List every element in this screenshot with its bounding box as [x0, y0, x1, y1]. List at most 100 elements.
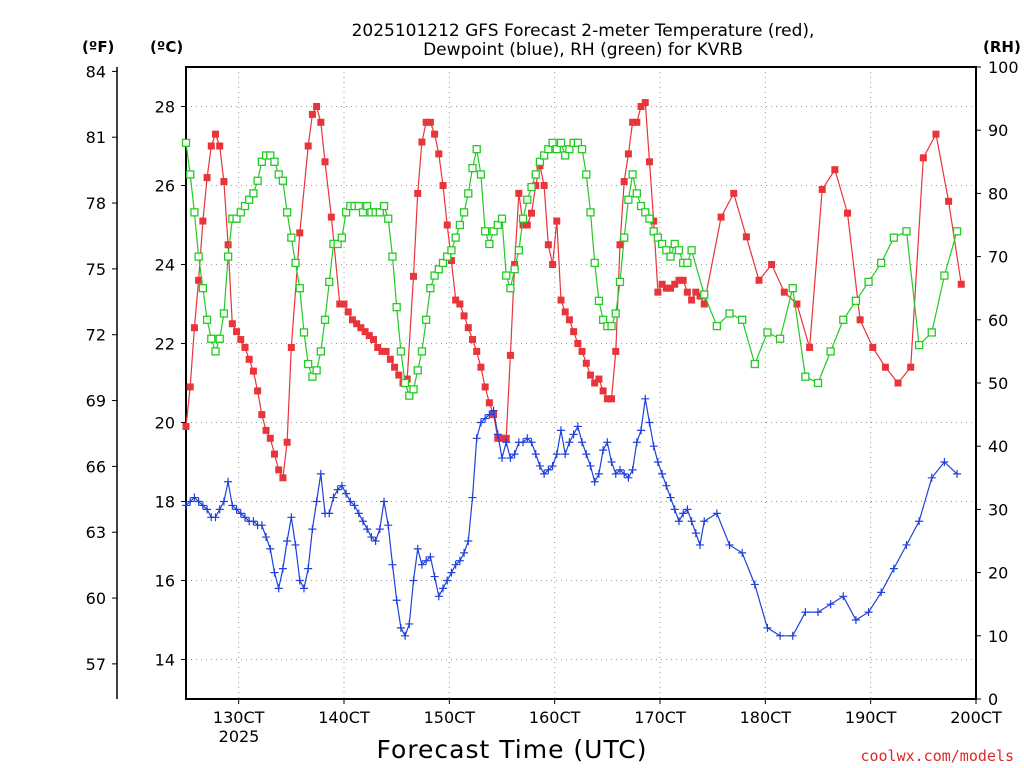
rh-tick-label: 0 — [988, 690, 998, 709]
dewpoint-point — [325, 509, 334, 518]
temperature-point — [700, 300, 708, 308]
temperature-point — [688, 296, 696, 304]
dewpoint-point — [670, 505, 679, 514]
rh-point — [902, 227, 911, 236]
rh-point — [952, 227, 962, 236]
dewpoint-point — [308, 525, 317, 534]
dewpoint-point — [283, 537, 292, 545]
dewpoint-point — [725, 540, 734, 549]
rh-tick-label: 50 — [988, 374, 1008, 393]
temperature-point — [340, 300, 348, 308]
rh-point — [472, 145, 481, 154]
rh-point — [316, 347, 325, 356]
temperature-point — [262, 426, 270, 434]
temperature-point — [249, 367, 257, 375]
dewpoint-point — [940, 458, 949, 466]
temperature-point — [549, 261, 557, 268]
dewpoint-point — [215, 505, 224, 514]
rh-point — [388, 252, 397, 261]
temperature-point — [519, 221, 527, 229]
temperature-point — [945, 197, 953, 205]
temperature-point — [207, 142, 215, 150]
dewpoint-point — [674, 517, 683, 526]
rh-point — [464, 189, 473, 198]
temperature-point — [608, 395, 616, 403]
dewpoint-point — [422, 556, 431, 565]
dewpoint-point — [750, 580, 759, 589]
temperature-point — [477, 363, 485, 371]
dewpoint-point — [363, 525, 372, 534]
rh-point — [624, 195, 633, 204]
temperature-point — [321, 158, 329, 166]
rh-point — [674, 246, 684, 255]
temperature-point — [456, 300, 464, 308]
dewpoint-point — [266, 544, 275, 553]
rh-point — [666, 252, 675, 261]
dewpoint-point — [544, 465, 553, 474]
dewpoint-point — [548, 461, 557, 470]
temperature-point — [768, 261, 776, 268]
rh-point — [586, 208, 595, 217]
dewpoint-point — [257, 521, 266, 530]
temperature-point — [595, 375, 603, 383]
temperature-point — [730, 189, 738, 197]
temperature-point — [637, 103, 645, 110]
rh-point — [620, 233, 629, 242]
rh-point — [333, 239, 342, 249]
rh-point — [927, 328, 936, 337]
dewpoint-point — [367, 533, 376, 542]
rh-point — [341, 208, 351, 217]
rh-point — [582, 170, 591, 179]
temperature-point — [224, 241, 232, 249]
dewpoint-point — [506, 454, 515, 463]
rh-point — [687, 246, 696, 255]
rh-point — [304, 359, 313, 369]
dewpoint-point — [350, 501, 359, 510]
dewpoint-point — [788, 631, 797, 640]
temperature-point — [382, 347, 390, 355]
dewpoint-point — [460, 548, 469, 557]
rh-point — [320, 315, 330, 324]
dewpoint-point — [586, 461, 595, 470]
temperature-point — [211, 130, 219, 138]
temperature-point — [869, 343, 877, 351]
rh-point — [539, 151, 549, 160]
temperature-point — [578, 347, 586, 355]
temperature-point — [365, 332, 373, 340]
dewpoint-point — [190, 493, 199, 502]
dewpoint-point — [426, 552, 435, 561]
dewpoint-point — [447, 568, 456, 577]
temperature-point — [287, 343, 295, 351]
x-tick-label: 130CT — [213, 708, 265, 727]
temperature-point — [473, 347, 481, 355]
dewpoint-point — [611, 469, 620, 478]
temperature-point — [361, 328, 369, 336]
rh-point — [312, 366, 321, 375]
temperature-point — [856, 316, 864, 324]
dewpoint-point — [417, 560, 426, 569]
rh-point — [514, 246, 524, 255]
temperature-point — [317, 118, 325, 126]
fahrenheit-tick-label: 63 — [86, 523, 106, 542]
celsius-tick-label: 24 — [155, 256, 175, 275]
rh-point — [497, 214, 507, 223]
rh-point — [657, 239, 667, 249]
rh-point — [531, 170, 540, 179]
temperature-point — [624, 150, 632, 158]
temperature-point — [671, 280, 679, 288]
rh-point — [493, 220, 502, 230]
dewpoint-point — [927, 473, 936, 482]
temperature-point — [283, 438, 291, 446]
x-axis-year-label: 2025 — [219, 727, 260, 746]
rh-tick-label: 60 — [988, 311, 1008, 330]
dewpoint-line — [185, 398, 958, 638]
temperature-point — [241, 343, 249, 351]
rh-tick-label: 90 — [988, 121, 1008, 140]
dewpoint-point — [776, 631, 785, 640]
rh-point — [396, 347, 406, 356]
temperature-point — [629, 118, 637, 126]
dewpoint-point — [953, 469, 962, 478]
rh-point — [270, 157, 279, 166]
dewpoint-point — [270, 568, 279, 577]
dewpoint-point — [565, 438, 574, 447]
